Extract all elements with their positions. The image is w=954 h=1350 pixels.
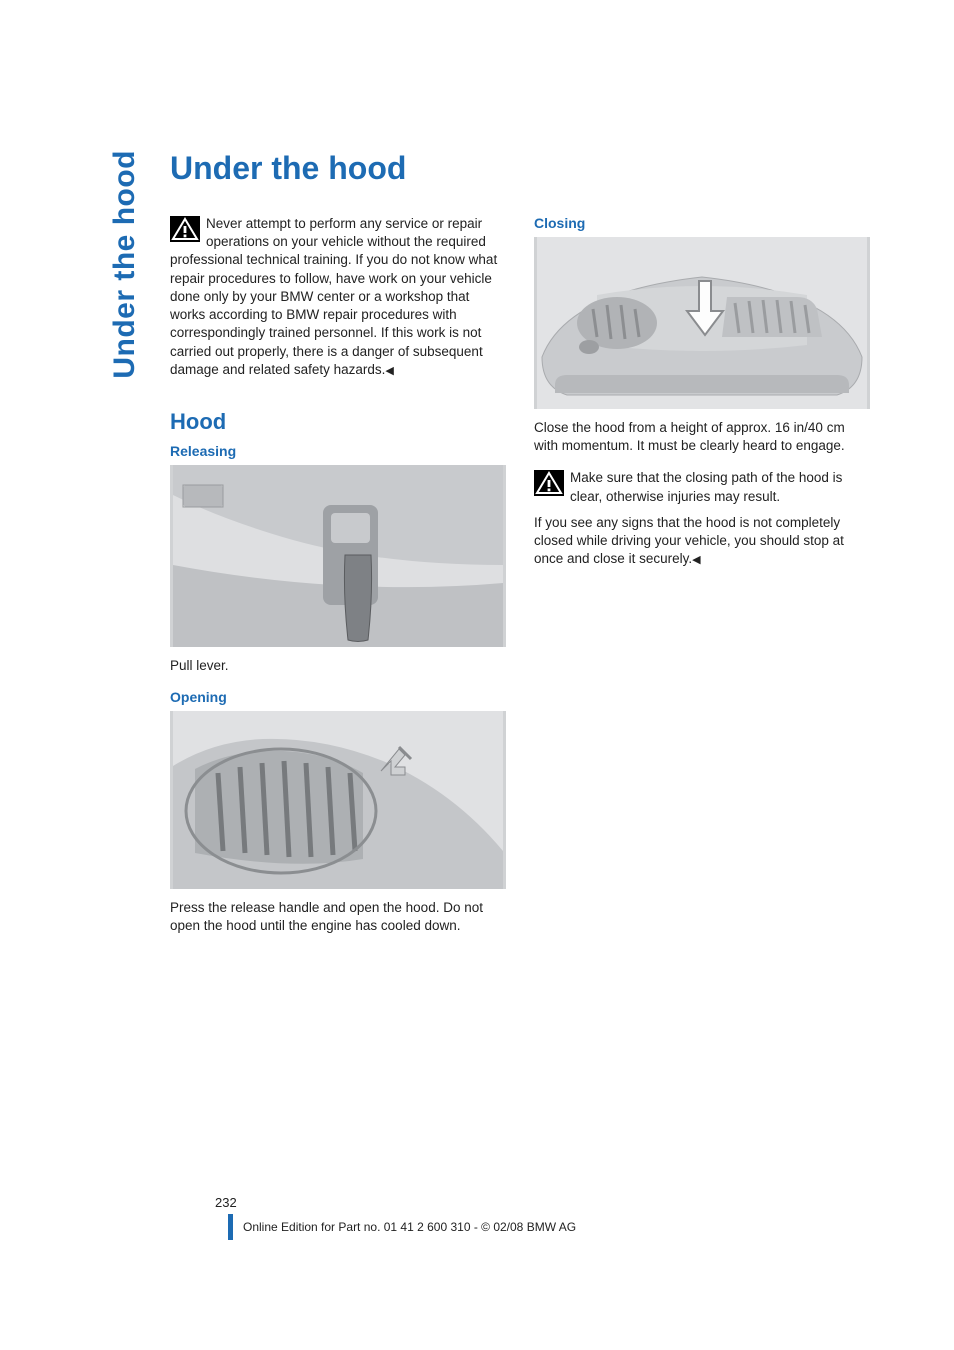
figure-releasing <box>170 465 506 647</box>
footer-accent-bar <box>228 1214 233 1240</box>
side-tab: Under the hood <box>108 150 142 379</box>
closing-warning-text-2: If you see any signs that the hood is no… <box>534 515 844 566</box>
footer-bar: Online Edition for Part no. 01 41 2 600 … <box>170 1214 870 1240</box>
heading-opening: Opening <box>170 689 506 705</box>
heading-closing: Closing <box>534 215 870 231</box>
heading-releasing: Releasing <box>170 443 506 459</box>
page-content: Under the hood Never attempt to perform … <box>170 150 870 950</box>
warning-icon <box>170 216 200 242</box>
right-column: Closing <box>534 215 870 950</box>
closing-warning-text-1: Make sure that the closing path of the h… <box>570 470 842 503</box>
intro-warning-text: Never attempt to perform any service or … <box>170 216 497 377</box>
footer-text: Online Edition for Part no. 01 41 2 600 … <box>243 1220 576 1234</box>
warning-icon <box>534 470 564 496</box>
left-column: Never attempt to perform any service or … <box>170 215 506 950</box>
figure-closing <box>534 237 870 409</box>
closing-warning-block: Make sure that the closing path of the h… <box>534 469 870 568</box>
end-marker-icon: ◀ <box>385 365 393 377</box>
caption-closing: Close the hood from a height of approx. … <box>534 419 870 455</box>
caption-pull-lever: Pull lever. <box>170 657 506 675</box>
intro-warning-block: Never attempt to perform any service or … <box>170 215 506 379</box>
page-footer: 232 Online Edition for Part no. 01 41 2 … <box>170 1195 870 1240</box>
page-title: Under the hood <box>170 150 870 187</box>
end-marker-icon: ◀ <box>692 554 700 566</box>
page-number: 232 <box>215 1195 870 1210</box>
figure-opening <box>170 711 506 889</box>
caption-opening: Press the release handle and open the ho… <box>170 899 506 935</box>
two-columns: Never attempt to perform any service or … <box>170 215 870 950</box>
heading-hood: Hood <box>170 409 506 435</box>
